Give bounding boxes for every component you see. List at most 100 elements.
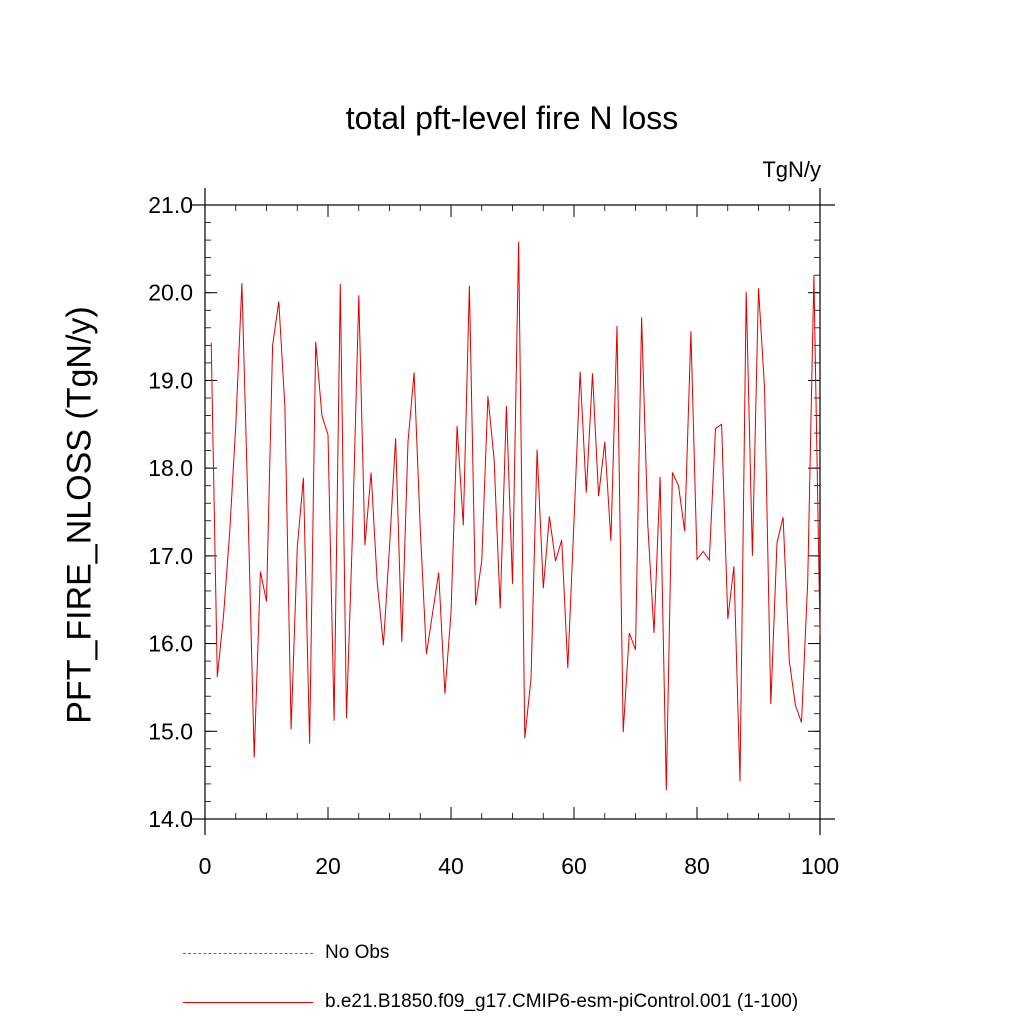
data-point [537, 449, 538, 450]
chart-title: total pft-level fire N loss [345, 100, 679, 136]
data-point [223, 617, 224, 618]
data-point [586, 492, 587, 493]
data-point [247, 511, 248, 512]
data-point [733, 566, 734, 567]
plot-frame [204, 204, 821, 820]
data-point [567, 668, 568, 669]
data-point [352, 529, 353, 530]
data-point [709, 560, 710, 561]
series-line [210, 241, 821, 791]
data-point [764, 389, 765, 390]
legend-item-obs: No Obs [183, 942, 389, 964]
data-point [647, 525, 648, 526]
data-point [524, 738, 525, 739]
data-point [696, 559, 697, 560]
data-point [377, 582, 378, 583]
data-point [334, 720, 335, 721]
data-point [493, 459, 494, 460]
data-point [457, 425, 458, 426]
y-tick-label: 15.0 [148, 718, 193, 744]
data-point [241, 282, 242, 283]
x-tick-label: 80 [684, 853, 710, 879]
data-point [819, 634, 820, 635]
series-layer [210, 241, 821, 791]
data-point [407, 441, 408, 442]
data-point [401, 641, 402, 642]
data-point [414, 372, 415, 373]
data-point [309, 743, 310, 744]
data-point [727, 618, 728, 619]
data-point [512, 583, 513, 584]
units-label: TgN/y [762, 157, 821, 182]
legend-swatch-dashed [183, 952, 313, 954]
data-point [746, 291, 747, 292]
x-tick-label: 20 [315, 853, 341, 879]
legend-swatch-solid [183, 1001, 313, 1003]
data-point [678, 485, 679, 486]
data-point [789, 661, 790, 662]
data-point [389, 546, 390, 547]
data-point [395, 438, 396, 439]
data-point [641, 317, 642, 318]
data-point [506, 405, 507, 406]
data-point [715, 428, 716, 429]
data-point [758, 288, 759, 289]
data-point [217, 676, 218, 677]
legend-label-model: b.e21.B1850.f09_g17.CMIP6-esm-piControl.… [325, 991, 799, 1012]
data-point [739, 781, 740, 782]
data-point [518, 241, 519, 242]
data-point [795, 704, 796, 705]
data-point [450, 612, 451, 613]
data-point [327, 434, 328, 435]
data-point [370, 472, 371, 473]
data-point [690, 331, 691, 332]
data-point [438, 572, 439, 573]
y-tick-label: 16.0 [148, 631, 193, 657]
data-point [346, 718, 347, 719]
data-point [444, 693, 445, 694]
data-point [463, 525, 464, 526]
data-point [549, 516, 550, 517]
data-point [776, 542, 777, 543]
data-point [752, 555, 753, 556]
y-tick-label: 20.0 [148, 280, 193, 306]
data-point [432, 612, 433, 613]
y-tick-label: 14.0 [148, 806, 193, 832]
data-point [672, 472, 673, 473]
data-point [530, 678, 531, 679]
data-point [721, 424, 722, 425]
data-point [420, 529, 421, 530]
data-point [561, 539, 562, 540]
data-point [297, 546, 298, 547]
data-point [426, 653, 427, 654]
plot-axes: 14.0 15.0 16.0 17.0 18.0 19.0 20.0 21.0 0 20 40 60 8… [148, 188, 839, 879]
data-point [364, 545, 365, 546]
data-point [235, 424, 236, 425]
data-point [604, 441, 605, 442]
data-point [321, 415, 322, 416]
data-point [315, 341, 316, 342]
data-point [266, 601, 267, 602]
data-point [573, 520, 574, 521]
data-point [610, 540, 611, 541]
data-point [291, 729, 292, 730]
x-tick-label: 0 [199, 853, 212, 879]
data-point [383, 645, 384, 646]
legend-label-obs: No Obs [325, 942, 390, 963]
data-point [623, 732, 624, 733]
data-point [666, 789, 667, 790]
data-point [340, 283, 341, 284]
data-point [211, 342, 212, 343]
data-point [684, 531, 685, 532]
y-tick-label: 18.0 [148, 455, 193, 481]
data-point [580, 371, 581, 372]
data-point [703, 551, 704, 552]
data-point [469, 285, 470, 286]
data-point [592, 373, 593, 374]
data-point [660, 476, 661, 477]
data-point [813, 275, 814, 276]
x-tick-label: 100 [801, 853, 839, 879]
data-point [303, 477, 304, 478]
data-point [783, 517, 784, 518]
